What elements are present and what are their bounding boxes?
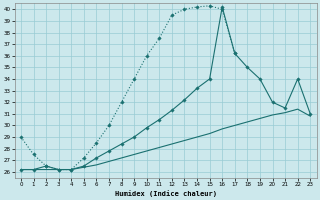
X-axis label: Humidex (Indice chaleur): Humidex (Indice chaleur) xyxy=(115,190,217,197)
